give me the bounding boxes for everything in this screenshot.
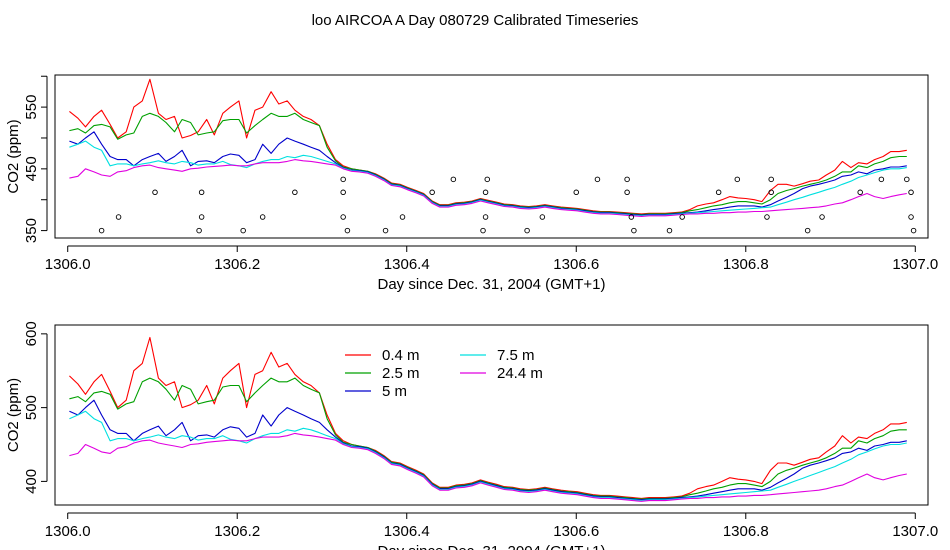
y-tick-label: 350 — [23, 218, 40, 243]
data-marker — [904, 176, 910, 183]
legend-label: 0.4 m — [382, 347, 420, 364]
series-line-5-m — [69, 131, 907, 216]
x-tick-label: 1306.0 — [45, 256, 91, 273]
y-tick-label: 600 — [23, 321, 40, 346]
data-marker — [628, 214, 635, 220]
data-marker — [539, 214, 546, 220]
data-marker — [240, 227, 246, 234]
x-tick-label: 1306.8 — [723, 256, 769, 273]
data-marker — [819, 214, 825, 220]
data-marker — [624, 189, 630, 196]
x-tick-label: 1306.6 — [553, 523, 599, 540]
data-marker — [340, 214, 346, 220]
data-marker — [98, 227, 105, 234]
data-marker — [764, 214, 770, 220]
y-tick-label: 500 — [23, 395, 40, 420]
data-marker — [484, 176, 491, 183]
series-line-24-4-m — [69, 159, 907, 217]
panel-1: 1306.0 1306.2 1306.4 1306.6 1306.8 1307.0 Day … — [5, 74, 938, 293]
data-marker — [857, 189, 863, 196]
x-tick-label: 1307.0 — [892, 256, 938, 273]
x-tick-label: 1306.4 — [384, 256, 430, 273]
data-marker — [198, 189, 205, 196]
series-line-24-4-m — [69, 432, 907, 502]
x-tick-label: 1306.2 — [214, 523, 260, 540]
data-marker — [878, 176, 885, 183]
data-marker — [340, 176, 346, 183]
data-marker — [679, 214, 685, 220]
data-marker — [594, 176, 601, 183]
legend-label: 2.5 m — [382, 365, 420, 382]
series-line-5-m — [69, 399, 907, 501]
data-marker — [768, 189, 774, 196]
data-marker — [482, 214, 489, 220]
legend-label: 7.5 m — [497, 347, 535, 364]
data-marker — [624, 176, 630, 183]
x-tick-label: 1306.4 — [384, 523, 430, 540]
x-axis-title: Day since Dec. 31, 2004 (GMT+1) — [377, 543, 605, 550]
data-marker — [715, 189, 722, 196]
y-axis-title: CO2 (ppm) — [5, 119, 22, 193]
y-tick-label: 550 — [23, 95, 40, 120]
data-marker — [152, 189, 158, 196]
data-marker — [340, 189, 346, 196]
data-marker — [768, 176, 774, 183]
x-tick-label: 1306.6 — [553, 256, 599, 273]
data-marker — [480, 227, 486, 234]
legend-label: 24.4 m — [497, 365, 543, 382]
x-tick-label: 1306.0 — [45, 523, 91, 540]
main-title: loo AIRCOA A Day 080729 Calibrated Times… — [312, 12, 639, 29]
data-marker — [399, 214, 406, 220]
data-marker — [382, 227, 389, 234]
data-marker — [573, 189, 580, 196]
data-marker — [908, 189, 914, 196]
data-marker — [804, 227, 811, 234]
data-marker — [666, 227, 673, 234]
y-tick-label: 400 — [23, 469, 40, 494]
x-tick-label: 1306.2 — [214, 256, 260, 273]
data-marker — [429, 189, 435, 196]
plot-frame — [54, 74, 929, 239]
legend: 0.4 m2.5 m5 m 7.5 m24.4 m — [345, 347, 543, 400]
data-marker — [259, 214, 266, 220]
y-axis-title: CO2 (ppm) — [5, 378, 22, 452]
series-line-2-5-m — [69, 377, 907, 500]
data-marker — [115, 214, 122, 220]
legend-label: 5 m — [382, 383, 407, 400]
data-marker — [292, 189, 298, 196]
series-line-0-4-m — [69, 336, 907, 499]
panel-2: 1306.0 1306.2 1306.4 1306.6 1306.8 1307.0 Day … — [5, 321, 938, 550]
series-line-7-5-m — [69, 140, 907, 217]
series-line-7-5-m — [69, 410, 907, 502]
y-tick-label: 450 — [23, 156, 40, 181]
x-axis-title: Day since Dec. 31, 2004 (GMT+1) — [377, 276, 605, 293]
x-tick-label: 1307.0 — [892, 523, 938, 540]
series-line-2-5-m — [69, 112, 907, 216]
data-marker — [198, 214, 205, 220]
data-marker — [524, 227, 530, 234]
data-marker — [910, 227, 917, 234]
data-marker — [734, 176, 741, 183]
data-marker — [482, 189, 489, 196]
data-marker — [344, 227, 351, 234]
data-marker — [196, 227, 202, 234]
plot-frame — [54, 324, 929, 506]
data-marker — [908, 214, 914, 220]
data-marker — [631, 227, 637, 234]
data-marker — [450, 176, 457, 183]
series-line-0-4-m — [69, 78, 907, 215]
x-tick-label: 1306.8 — [723, 523, 769, 540]
